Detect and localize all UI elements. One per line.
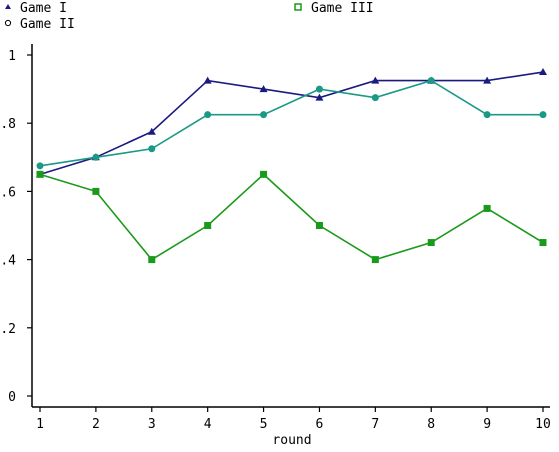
data-point (204, 111, 212, 119)
series-2 (36, 77, 547, 170)
y-tick-label: .4 (0, 254, 16, 269)
data-point (148, 145, 156, 153)
x-tick-label: 10 (535, 417, 551, 432)
x-tick-label: 2 (92, 417, 100, 432)
data-point (539, 239, 547, 247)
data-point (315, 93, 324, 101)
axes: 0 .2 .4 .6 .8 1 1 2 3 4 5 6 7 8 9 10 (0, 44, 551, 432)
x-tick-label: 7 (371, 417, 379, 432)
x-tick-label: 4 (204, 417, 212, 432)
data-point (539, 68, 547, 76)
y-tick-label: .8 (0, 117, 16, 132)
legend-label: Game II (20, 17, 75, 32)
data-point (371, 256, 379, 264)
x-tick-label: 5 (260, 417, 268, 432)
data-point (315, 222, 323, 229)
legend-item: Game II (4, 17, 75, 32)
x-tick-label: 1 (36, 417, 44, 432)
legend-marker (4, 19, 12, 27)
legend-marker (5, 4, 11, 9)
y-tick-label: .2 (0, 322, 16, 337)
legend-marker (294, 3, 302, 11)
legend-label: Game I (20, 1, 67, 16)
data-point (36, 162, 44, 170)
data-point (539, 111, 547, 119)
data-point (371, 76, 380, 84)
series-3 (36, 170, 547, 264)
data-point (260, 111, 268, 119)
legend-item: Game I (5, 1, 67, 16)
x-tick-label: 6 (316, 417, 324, 432)
legend-item: Game III (294, 1, 374, 16)
y-tick-label: 1 (8, 49, 16, 64)
data-point (483, 76, 492, 84)
data-point (148, 256, 156, 264)
data-point (260, 170, 268, 178)
y-tick-label: 0 (8, 390, 16, 405)
x-tick-label: 8 (427, 417, 435, 432)
series-line (39, 71, 544, 176)
data-point (371, 94, 379, 102)
data-point (203, 76, 212, 84)
data-point (315, 85, 323, 93)
x-tick-label: 9 (483, 417, 491, 432)
series-line (39, 173, 544, 261)
data-point (204, 222, 212, 229)
data-point (259, 85, 268, 93)
data-point (427, 239, 435, 247)
data-point (147, 127, 156, 135)
data-point (36, 170, 44, 178)
data-point (483, 111, 491, 119)
y-tick-label: .6 (0, 185, 16, 200)
x-tick-label: 3 (148, 417, 156, 432)
legend-label: Game III (311, 1, 374, 16)
data-point (92, 153, 100, 161)
data-point (427, 77, 435, 85)
series-line (39, 79, 543, 167)
series-1 (36, 68, 547, 178)
data-point (92, 187, 100, 195)
data-point (483, 204, 491, 212)
series-layer (36, 68, 547, 264)
x-axis-title: round (272, 433, 311, 447)
